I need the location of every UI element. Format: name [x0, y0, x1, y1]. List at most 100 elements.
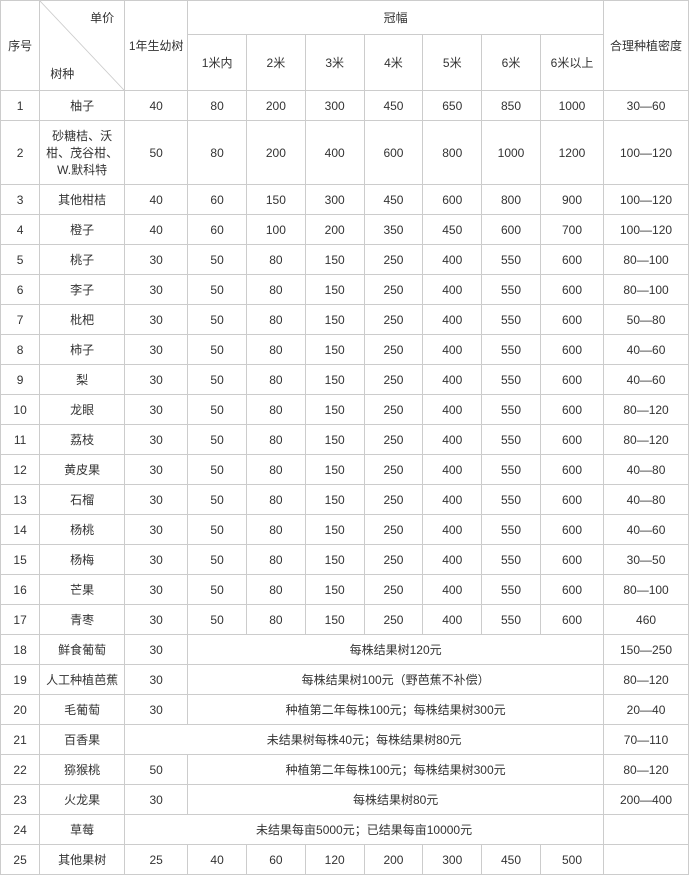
cell-seq: 9	[1, 365, 40, 395]
cell-crown: 80	[247, 455, 306, 485]
table-row: 13石榴30508015025040055060040—80	[1, 485, 689, 515]
table-row: 24草莓未结果每亩5000元；已结果每亩10000元	[1, 815, 689, 845]
cell-kind: 青枣	[40, 605, 125, 635]
cell-crown: 50	[188, 515, 247, 545]
cell-kind: 桃子	[40, 245, 125, 275]
cell-crown: 50	[188, 425, 247, 455]
cell-crown: 60	[188, 185, 247, 215]
cell-density: 80—120	[604, 665, 689, 695]
cell-crown: 150	[305, 395, 364, 425]
col-crown-7: 6米以上	[540, 35, 603, 91]
cell-kind: 石榴	[40, 485, 125, 515]
cell-crown: 250	[364, 455, 423, 485]
col-crown-4: 4米	[364, 35, 423, 91]
cell-seq: 18	[1, 635, 40, 665]
col-seq: 序号	[1, 1, 40, 91]
cell-year1: 30	[125, 695, 188, 725]
col-crown-2: 2米	[247, 35, 306, 91]
cell-year1: 30	[125, 365, 188, 395]
cell-span: 未结果树每株40元；每株结果树80元	[125, 725, 604, 755]
cell-crown: 80	[247, 545, 306, 575]
cell-crown: 50	[188, 455, 247, 485]
cell-crown: 150	[305, 485, 364, 515]
cell-density: 150—250	[604, 635, 689, 665]
cell-crown: 350	[364, 215, 423, 245]
cell-crown: 250	[364, 275, 423, 305]
cell-crown: 550	[482, 395, 541, 425]
table-row: 16芒果30508015025040055060080—100	[1, 575, 689, 605]
cell-crown: 450	[482, 845, 541, 875]
cell-year1: 40	[125, 91, 188, 121]
cell-crown: 600	[423, 185, 482, 215]
cell-crown: 60	[188, 215, 247, 245]
cell-kind: 杨桃	[40, 515, 125, 545]
cell-seq: 10	[1, 395, 40, 425]
cell-kind: 梨	[40, 365, 125, 395]
cell-crown: 250	[364, 335, 423, 365]
cell-crown: 550	[482, 245, 541, 275]
cell-density	[604, 845, 689, 875]
cell-kind: 杨梅	[40, 545, 125, 575]
cell-year1: 30	[125, 425, 188, 455]
cell-crown: 550	[482, 365, 541, 395]
cell-seq: 22	[1, 755, 40, 785]
cell-year1: 30	[125, 575, 188, 605]
cell-density: 200—400	[604, 785, 689, 815]
table-row: 25其他果树254060120200300450500	[1, 845, 689, 875]
cell-kind: 李子	[40, 275, 125, 305]
cell-kind: 柚子	[40, 91, 125, 121]
cell-seq: 15	[1, 545, 40, 575]
cell-kind: 其他果树	[40, 845, 125, 875]
cell-crown: 400	[423, 605, 482, 635]
cell-seq: 1	[1, 91, 40, 121]
cell-crown: 1200	[540, 121, 603, 185]
table-row: 5桃子30508015025040055060080—100	[1, 245, 689, 275]
cell-seq: 12	[1, 455, 40, 485]
cell-seq: 8	[1, 335, 40, 365]
cell-crown: 80	[247, 275, 306, 305]
cell-crown: 80	[188, 91, 247, 121]
cell-seq: 24	[1, 815, 40, 845]
cell-density: 40—60	[604, 365, 689, 395]
cell-crown: 550	[482, 455, 541, 485]
table-row: 19人工种植芭蕉30每株结果树100元（野芭蕉不补偿）80—120	[1, 665, 689, 695]
cell-year1: 30	[125, 785, 188, 815]
cell-crown: 550	[482, 515, 541, 545]
cell-crown: 150	[305, 515, 364, 545]
cell-crown: 600	[540, 575, 603, 605]
diag-label-top: 单价	[90, 9, 114, 26]
cell-crown: 200	[247, 121, 306, 185]
cell-crown: 300	[305, 185, 364, 215]
cell-density: 40—80	[604, 485, 689, 515]
cell-crown: 250	[364, 485, 423, 515]
cell-density: 80—120	[604, 755, 689, 785]
cell-crown: 400	[423, 395, 482, 425]
cell-seq: 2	[1, 121, 40, 185]
cell-crown: 150	[305, 305, 364, 335]
cell-year1: 30	[125, 545, 188, 575]
cell-crown: 400	[423, 575, 482, 605]
table-row: 22猕猴桃50种植第二年每株100元；每株结果树300元80—120	[1, 755, 689, 785]
cell-crown: 150	[305, 575, 364, 605]
cell-crown: 150	[305, 275, 364, 305]
cell-crown: 550	[482, 425, 541, 455]
cell-year1: 30	[125, 395, 188, 425]
cell-seq: 13	[1, 485, 40, 515]
cell-crown: 80	[247, 575, 306, 605]
cell-crown: 150	[305, 365, 364, 395]
cell-crown: 50	[188, 305, 247, 335]
cell-crown: 400	[423, 515, 482, 545]
cell-year1: 40	[125, 215, 188, 245]
col-crown-1: 1米内	[188, 35, 247, 91]
cell-crown: 400	[423, 335, 482, 365]
cell-year1: 30	[125, 665, 188, 695]
cell-density: 80—100	[604, 275, 689, 305]
col-crown-6: 6米	[482, 35, 541, 91]
cell-crown: 600	[540, 515, 603, 545]
cell-seq: 5	[1, 245, 40, 275]
cell-seq: 11	[1, 425, 40, 455]
col-year1: 1年生幼树	[125, 1, 188, 91]
cell-crown: 50	[188, 335, 247, 365]
cell-crown: 250	[364, 575, 423, 605]
cell-density	[604, 815, 689, 845]
